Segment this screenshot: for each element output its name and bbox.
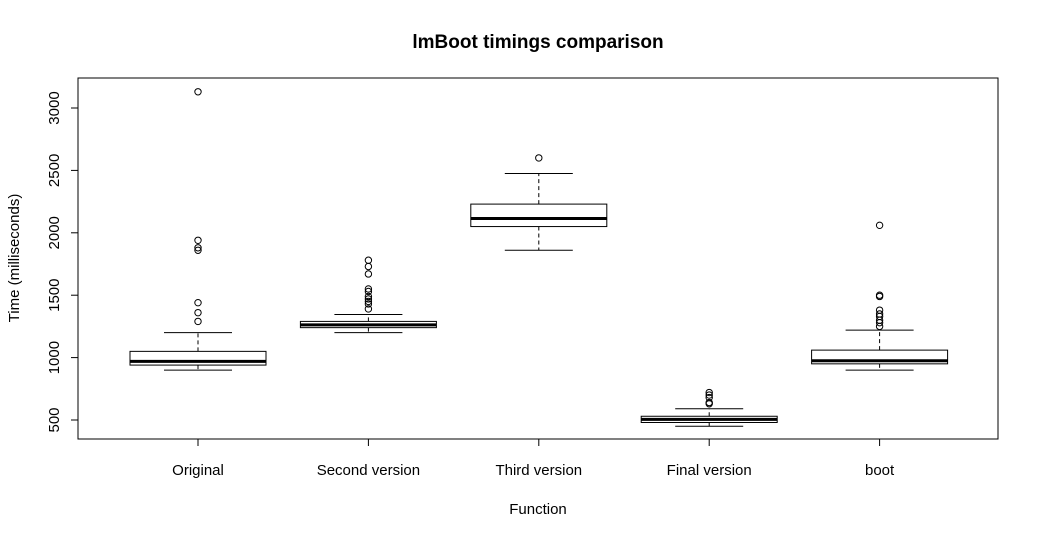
x-tick-label: Third version xyxy=(495,462,582,479)
y-axis-label: Time (milliseconds) xyxy=(6,194,23,323)
boxes xyxy=(129,88,949,427)
outlier-point xyxy=(364,305,373,313)
y-tick-label: 1500 xyxy=(46,279,63,312)
outlier-point xyxy=(194,298,202,307)
iqr-box xyxy=(470,203,608,228)
y-tick-label: 3000 xyxy=(46,91,63,124)
x-axis: Original Second version Third version Final… xyxy=(172,438,895,479)
box-boot xyxy=(811,221,949,371)
outlier-point xyxy=(705,393,713,402)
outlier-point xyxy=(194,88,202,96)
y-tick-label: 1000 xyxy=(46,341,63,374)
x-tick-label: Final version xyxy=(667,462,752,479)
x-tick-label: boot xyxy=(865,462,895,479)
box-second-version xyxy=(299,256,437,334)
plot-frame xyxy=(77,77,999,440)
outlier-point xyxy=(875,306,884,314)
chart-title: lmBoot timings comparison xyxy=(412,32,663,53)
outlier-point xyxy=(364,287,373,296)
outlier-point xyxy=(364,256,373,264)
box-third-version xyxy=(470,154,608,251)
x-axis-label: Function xyxy=(509,501,567,518)
outlier-point xyxy=(705,388,713,397)
box-original xyxy=(129,88,267,371)
outlier-point xyxy=(875,310,884,318)
outlier-point xyxy=(194,236,202,244)
outlier-point xyxy=(705,398,713,407)
outlier-point xyxy=(875,221,884,230)
outlier-point xyxy=(194,317,202,326)
x-tick-label: Second version xyxy=(317,462,420,479)
outlier-point xyxy=(875,291,884,299)
y-tick-label: 2500 xyxy=(46,154,63,187)
outlier-point xyxy=(364,292,373,301)
outlier-point xyxy=(194,244,202,252)
y-tick-label: 2000 xyxy=(46,216,63,249)
y-tick-label: 500 xyxy=(46,407,63,432)
outlier-point xyxy=(364,285,373,293)
x-tick-label: Original xyxy=(172,462,224,479)
outlier-point xyxy=(364,295,373,303)
outlier-point xyxy=(364,262,373,271)
box-final-version xyxy=(640,388,778,427)
outlier-point xyxy=(194,308,202,317)
outlier-point xyxy=(364,270,373,278)
y-axis: 500 1000 1500 2000 2500 3000 xyxy=(46,91,79,433)
outlier-point xyxy=(535,154,543,162)
outlier-point xyxy=(364,300,373,308)
outlier-point xyxy=(194,246,202,254)
iqr-box xyxy=(129,350,267,366)
outlier-point xyxy=(875,322,884,331)
outlier-point xyxy=(364,297,373,306)
outlier-point xyxy=(705,391,713,399)
